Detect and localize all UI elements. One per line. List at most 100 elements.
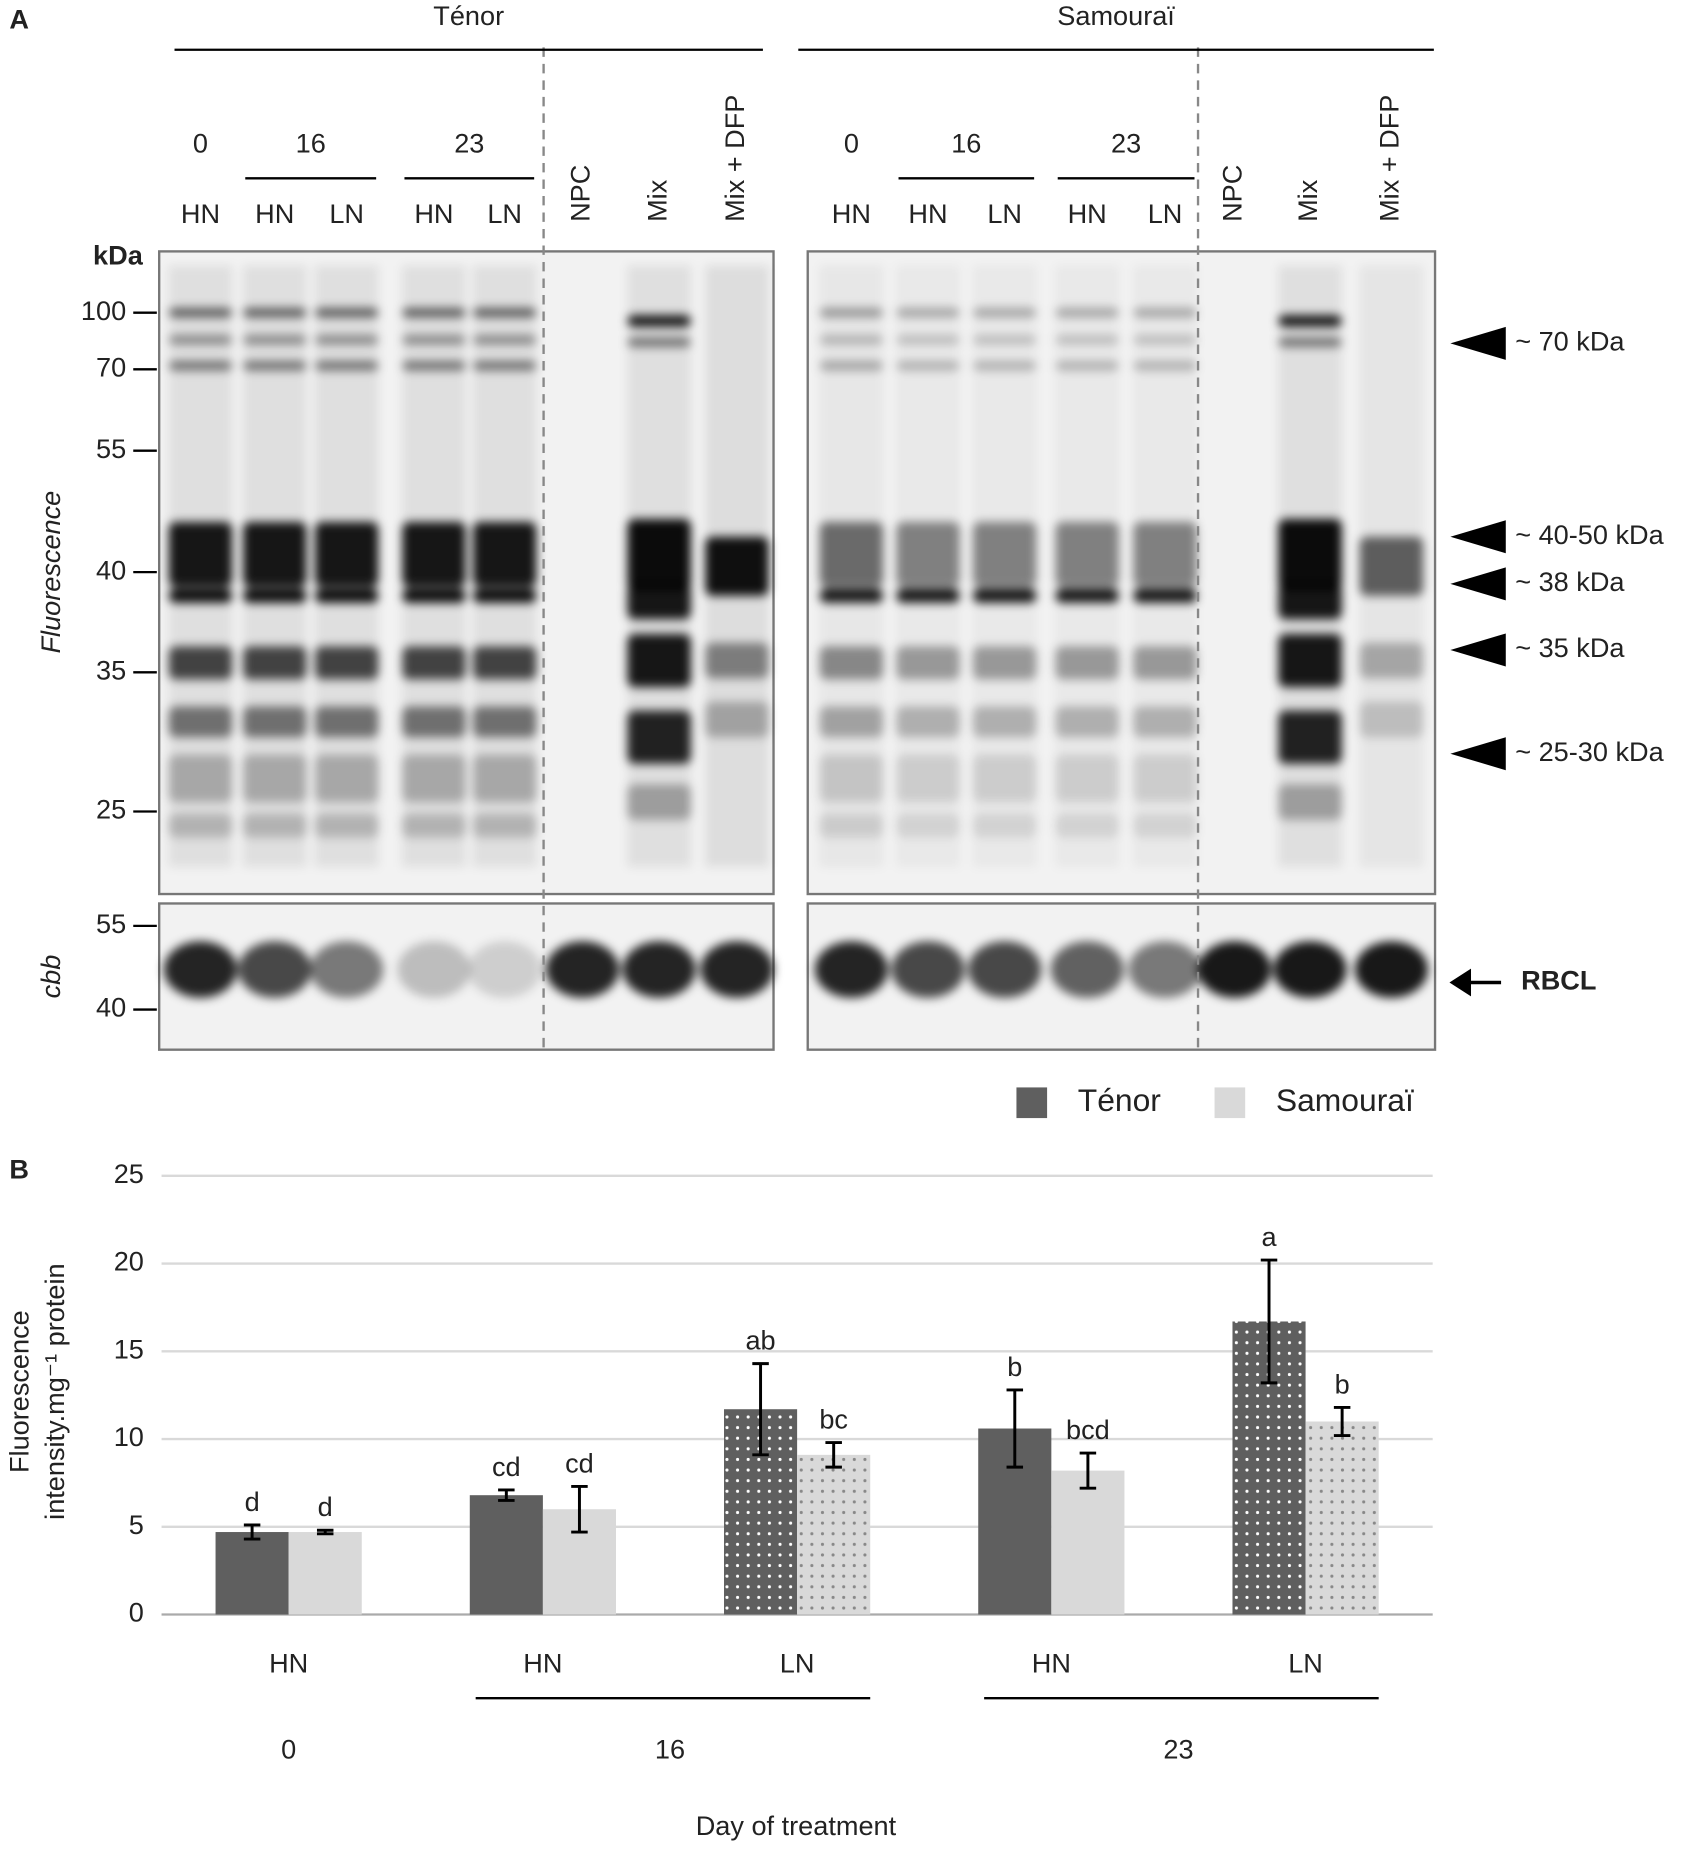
band-annotation: ~ 35 kDa (1515, 632, 1625, 663)
y-axis-title: Fluorescence (3, 1310, 34, 1473)
marker-label: 35 (96, 655, 126, 686)
error-bar (498, 1488, 515, 1502)
band (1133, 754, 1197, 803)
cultivar-label: Samouraï (1057, 0, 1175, 31)
lane-label: LN (329, 198, 364, 229)
band (242, 588, 307, 603)
band (819, 646, 884, 680)
band-annotation: ~ 38 kDa (1515, 566, 1625, 597)
band (402, 335, 466, 345)
band (242, 646, 307, 680)
day-label: 23 (1111, 127, 1141, 158)
cbb-band (310, 941, 384, 998)
cbb-band (545, 941, 620, 998)
band (705, 701, 769, 738)
band (627, 337, 691, 347)
x-tick-label: LN (1288, 1647, 1323, 1678)
rbcl-arrow (1449, 968, 1502, 997)
error-bar (571, 1484, 588, 1534)
day-label: 16 (951, 127, 981, 158)
panel-label: B (9, 1153, 29, 1184)
group-label: 23 (1163, 1733, 1193, 1764)
kda-label: kDa (93, 239, 144, 270)
cbb-band (1354, 941, 1428, 998)
cbb-band (1198, 941, 1272, 998)
day-label: 0 (193, 127, 208, 158)
legend-swatch (1016, 1087, 1048, 1119)
x-tick-label: LN (780, 1647, 815, 1678)
band (242, 754, 307, 803)
significance-letter: b (1007, 1351, 1022, 1382)
band-arrowhead (1450, 520, 1506, 554)
band (242, 522, 307, 587)
cbb-band (814, 941, 888, 998)
band (896, 706, 960, 738)
band (1133, 522, 1197, 587)
error-bar (1260, 1258, 1278, 1385)
lane-label: Mix (641, 179, 672, 222)
band (168, 522, 233, 587)
band (1278, 634, 1342, 688)
lane-label: Mix + DFP (719, 95, 750, 222)
band (1055, 646, 1120, 680)
significance-letter: cd (492, 1451, 521, 1482)
band (972, 588, 1037, 603)
cbb-band (163, 941, 238, 998)
band (627, 784, 691, 820)
marker-label: 55 (96, 908, 126, 939)
band (972, 522, 1037, 587)
band (819, 522, 884, 587)
rbcl-label: RBCL (1521, 965, 1596, 996)
band (819, 307, 884, 318)
band (896, 361, 960, 371)
band (627, 634, 691, 688)
band (1133, 706, 1197, 738)
band (1055, 522, 1120, 587)
cbb-band (700, 941, 774, 998)
band-annotation: ~ 25-30 kDa (1515, 736, 1664, 767)
lane-label: HN (908, 198, 947, 229)
lane-label: Mix + DFP (1374, 95, 1405, 222)
band-annotation: ~ 40-50 kDa (1515, 519, 1664, 550)
band (242, 813, 307, 838)
y-tick-label: 25 (114, 1158, 144, 1189)
marker-label: 40 (96, 992, 126, 1023)
band (819, 813, 884, 838)
group-label: 16 (655, 1733, 685, 1764)
band (314, 588, 379, 603)
band (242, 307, 307, 318)
band (705, 642, 769, 679)
band (1133, 588, 1197, 603)
band (896, 754, 960, 803)
band (972, 813, 1037, 838)
band (402, 706, 466, 738)
band (1133, 361, 1197, 371)
significance-letter: bcd (1066, 1414, 1110, 1445)
band (972, 335, 1037, 345)
band (242, 361, 307, 371)
marker-label: 70 (96, 351, 126, 382)
band (896, 307, 960, 318)
band (472, 813, 537, 838)
band (1055, 706, 1120, 738)
band (314, 706, 379, 738)
band-arrowhead (1450, 737, 1506, 771)
band (1278, 784, 1342, 820)
band (819, 588, 884, 603)
band-arrowhead (1450, 633, 1506, 667)
band (819, 706, 884, 738)
y-tick-label: 15 (114, 1333, 144, 1364)
marker-label: 25 (96, 794, 126, 825)
bar (1051, 1470, 1125, 1615)
band (972, 307, 1037, 318)
band (402, 522, 466, 587)
y-tick-label: 10 (114, 1421, 144, 1452)
bar (288, 1532, 362, 1615)
band (1055, 361, 1120, 371)
lane-label: Mix (1292, 179, 1323, 222)
significance-letter: b (1335, 1368, 1350, 1399)
cultivar-label: Ténor (433, 0, 504, 31)
band (972, 706, 1037, 738)
